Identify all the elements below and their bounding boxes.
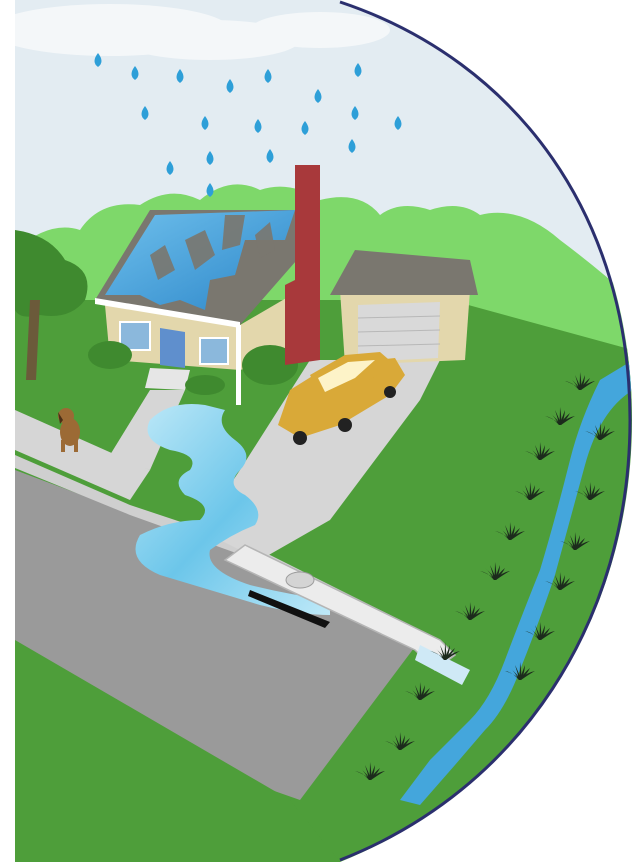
rain-drop-icon — [166, 161, 174, 175]
plant-icon — [560, 532, 590, 550]
plant-icon — [565, 372, 595, 390]
plant-icon — [505, 662, 535, 680]
stream-icon — [400, 360, 632, 805]
clouds — [15, 4, 390, 60]
rain-drop-icon — [254, 119, 262, 133]
rain-drop-icon — [226, 79, 234, 93]
lower-lawn — [15, 640, 340, 862]
plant-icon — [385, 732, 415, 750]
rain-drop-icon — [131, 66, 139, 80]
rain-drop-icon — [354, 63, 362, 77]
rain-drop-icon — [176, 69, 184, 83]
sidewalk — [15, 410, 150, 500]
rain-drop-icon — [141, 106, 149, 120]
rain-drop-icon — [264, 69, 272, 83]
runoff-water — [135, 404, 330, 615]
plants — [355, 372, 615, 780]
plant-icon — [575, 482, 605, 500]
rain-drop-icon — [94, 53, 102, 67]
rain-drop-icon — [314, 89, 322, 103]
rain-drop-icon — [206, 151, 214, 165]
plant-icon — [525, 442, 555, 460]
left-tree — [15, 230, 88, 380]
storm-drain-icon — [223, 544, 470, 685]
plant-icon — [515, 482, 545, 500]
plant-icon — [585, 422, 615, 440]
rain-drop-icon — [348, 139, 356, 153]
plant-icon — [495, 522, 525, 540]
driveway — [200, 360, 440, 560]
rain-drop-icon — [394, 116, 402, 130]
plant-icon — [545, 407, 575, 425]
rain — [94, 53, 402, 197]
plant-icon — [455, 602, 485, 620]
plant-icon — [405, 682, 435, 700]
plant-icon — [355, 762, 385, 780]
rain-drop-icon — [206, 183, 214, 197]
curb — [15, 455, 425, 640]
rain-drop-icon — [351, 106, 359, 120]
rain-drop-icon — [201, 116, 209, 130]
dog-icon — [58, 408, 80, 452]
rain-drop-icon — [266, 149, 274, 163]
plant-icon — [525, 622, 555, 640]
rain-drop-icon — [301, 121, 309, 135]
plant-icon — [545, 572, 575, 590]
circle-outline — [339, 0, 632, 862]
garage — [330, 250, 478, 365]
plant-icon — [480, 562, 510, 580]
chimney — [285, 165, 320, 365]
plant-icon — [430, 642, 460, 660]
car-icon — [278, 352, 405, 445]
